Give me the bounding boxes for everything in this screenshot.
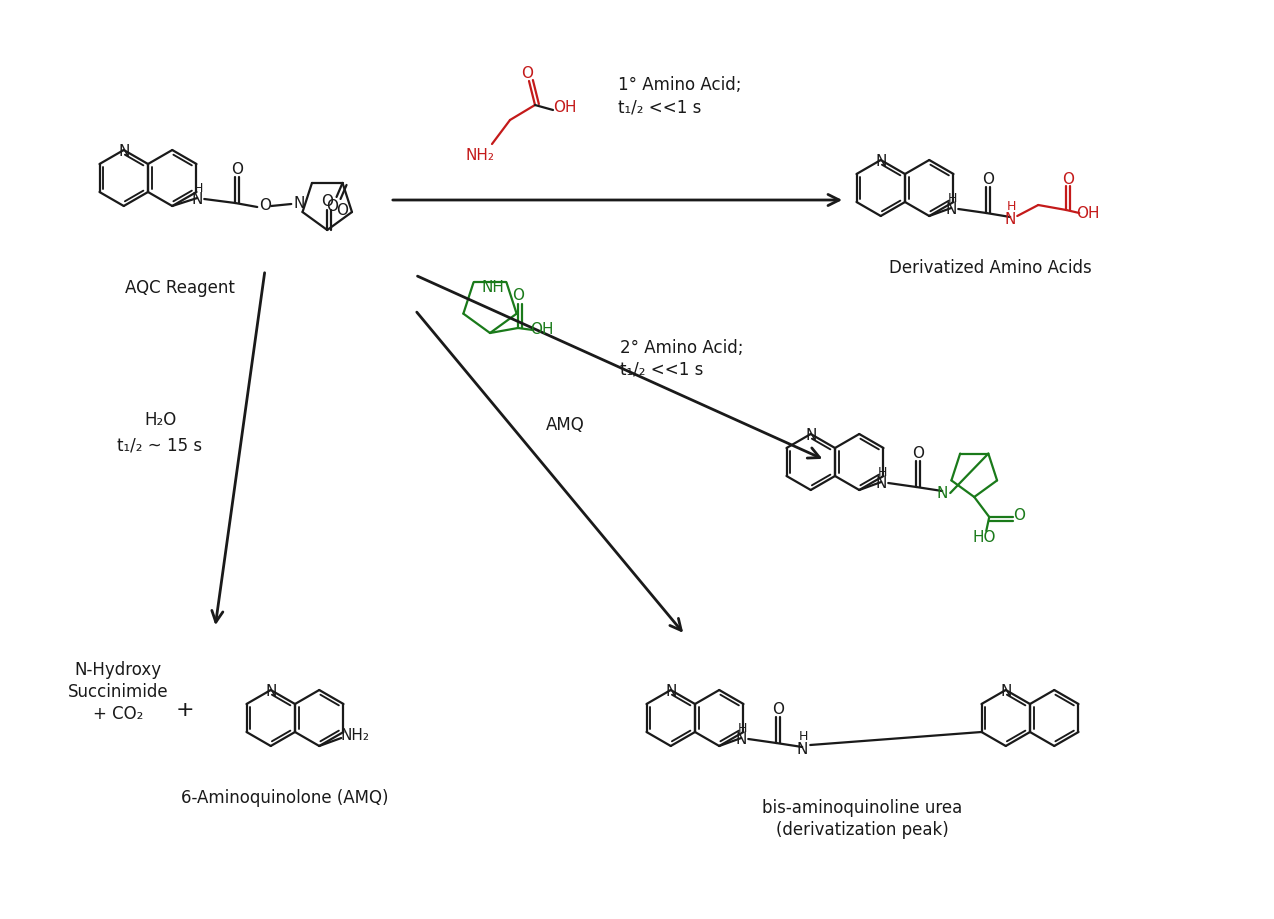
Text: N: N xyxy=(735,732,747,747)
Text: N: N xyxy=(265,684,276,698)
Text: OH: OH xyxy=(530,323,554,337)
Text: N: N xyxy=(293,197,304,211)
Text: NH: NH xyxy=(482,280,505,295)
Text: N: N xyxy=(1005,211,1015,226)
Text: N: N xyxy=(805,427,817,443)
Text: HO: HO xyxy=(972,529,996,544)
Text: 1° Amino Acid;: 1° Amino Acid; xyxy=(618,76,741,94)
Text: t₁/₂ <<1 s: t₁/₂ <<1 s xyxy=(620,361,703,379)
Text: t₁/₂ <<1 s: t₁/₂ <<1 s xyxy=(618,99,702,117)
Text: +: + xyxy=(176,700,195,720)
Text: H: H xyxy=(799,731,808,743)
Text: H: H xyxy=(878,466,887,479)
Text: OH: OH xyxy=(553,100,577,116)
Text: H: H xyxy=(1006,200,1015,213)
Text: O: O xyxy=(512,289,524,303)
Text: N: N xyxy=(796,742,808,756)
Text: O: O xyxy=(521,65,533,81)
Text: O: O xyxy=(1013,507,1026,523)
Text: N: N xyxy=(875,476,887,492)
Text: O: O xyxy=(912,447,924,461)
Text: NH₂: NH₂ xyxy=(465,149,494,164)
Text: (derivatization peak): (derivatization peak) xyxy=(776,821,948,839)
Text: N: N xyxy=(875,153,887,168)
Text: N-Hydroxy: N-Hydroxy xyxy=(74,661,162,679)
Text: H₂O: H₂O xyxy=(144,411,176,429)
Text: O: O xyxy=(326,199,339,214)
Text: 6-Aminoquinolone (AMQ): 6-Aminoquinolone (AMQ) xyxy=(181,789,389,807)
Text: Succinimide: Succinimide xyxy=(68,683,168,701)
Text: AMQ: AMQ xyxy=(545,416,585,434)
Text: N: N xyxy=(1000,684,1012,698)
Text: O: O xyxy=(982,173,994,187)
Text: H: H xyxy=(948,191,957,205)
Text: O: O xyxy=(321,195,334,210)
Text: 2° Amino Acid;: 2° Amino Acid; xyxy=(620,339,744,357)
Text: AQC Reagent: AQC Reagent xyxy=(125,279,234,297)
Text: t₁/₂ ~ 15 s: t₁/₂ ~ 15 s xyxy=(117,436,203,454)
Text: N: N xyxy=(118,143,130,158)
Text: O: O xyxy=(259,198,271,212)
Text: N: N xyxy=(665,684,676,698)
Text: Derivatized Amino Acids: Derivatized Amino Acids xyxy=(889,259,1092,277)
Text: NH₂: NH₂ xyxy=(340,729,369,743)
Text: N: N xyxy=(191,192,203,208)
Text: N: N xyxy=(936,485,948,501)
Text: bis-aminoquinoline urea: bis-aminoquinoline urea xyxy=(762,799,962,817)
Text: N: N xyxy=(945,202,957,218)
Text: H: H xyxy=(194,181,203,195)
Text: O: O xyxy=(336,202,348,218)
Text: O: O xyxy=(772,702,785,718)
Text: OH: OH xyxy=(1077,206,1099,221)
Text: O: O xyxy=(232,163,243,177)
Text: + CO₂: + CO₂ xyxy=(93,705,143,723)
Text: O: O xyxy=(1063,172,1074,187)
Text: H: H xyxy=(738,721,747,734)
